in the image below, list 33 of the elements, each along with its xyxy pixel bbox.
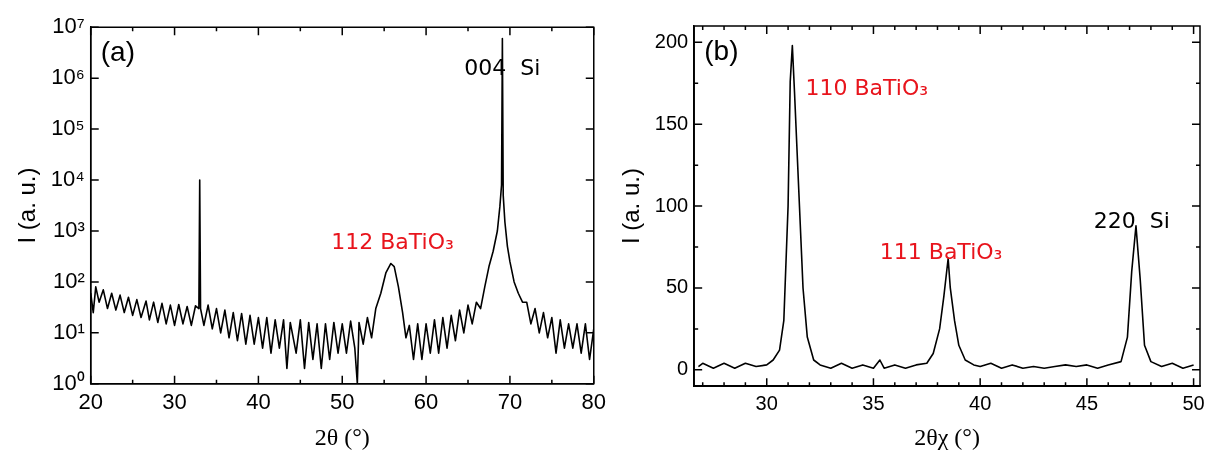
x-axis-title: 2θχ (°) xyxy=(914,423,980,450)
y-tick-label: 50 xyxy=(665,275,689,298)
x-tick-label: 30 xyxy=(755,391,778,414)
x-tick-label: 40 xyxy=(246,389,271,415)
y-tick-label: 10⁷ xyxy=(52,13,85,39)
y-tick-label: 10³ xyxy=(52,217,85,243)
x-tick-label: 70 xyxy=(497,389,523,415)
x-axis-title: 2θ (°) xyxy=(314,423,370,450)
y-tick-label: 100 xyxy=(654,193,689,216)
x-tick-label: 80 xyxy=(581,389,607,415)
x-tick-label: 30 xyxy=(162,389,187,415)
y-tick-label: 10² xyxy=(52,267,85,293)
y-tick-label: 150 xyxy=(654,111,689,134)
x-tick-label: 45 xyxy=(1075,391,1099,414)
y-tick-label: 10⁴ xyxy=(50,166,85,192)
annotation: 110 BaTiO₃ xyxy=(805,74,929,100)
x-tick-label: 40 xyxy=(969,391,992,414)
x-tick-label: 35 xyxy=(862,391,885,414)
annotation: 112 BaTiO₃ xyxy=(331,228,454,254)
y-axis-title: I (a. u.) xyxy=(13,167,41,244)
y-tick-label: 10⁶ xyxy=(51,64,85,90)
x-tick-label: 60 xyxy=(413,389,439,415)
annotation: 111 BaTiO₃ xyxy=(879,238,1003,264)
annotation: (b) xyxy=(704,35,739,67)
annotation: 220 Si xyxy=(1093,207,1170,233)
y-axis-title: I (a. u.) xyxy=(617,168,645,245)
annotation: (a) xyxy=(100,36,136,68)
x-tick-label: 50 xyxy=(1182,391,1205,414)
x-tick-label: 50 xyxy=(330,389,355,415)
y-tick-label: 10¹ xyxy=(52,318,85,344)
y-tick-label: 200 xyxy=(654,29,689,52)
y-tick-label: 10⁵ xyxy=(51,115,85,141)
y-tick-label: 0 xyxy=(677,357,689,380)
